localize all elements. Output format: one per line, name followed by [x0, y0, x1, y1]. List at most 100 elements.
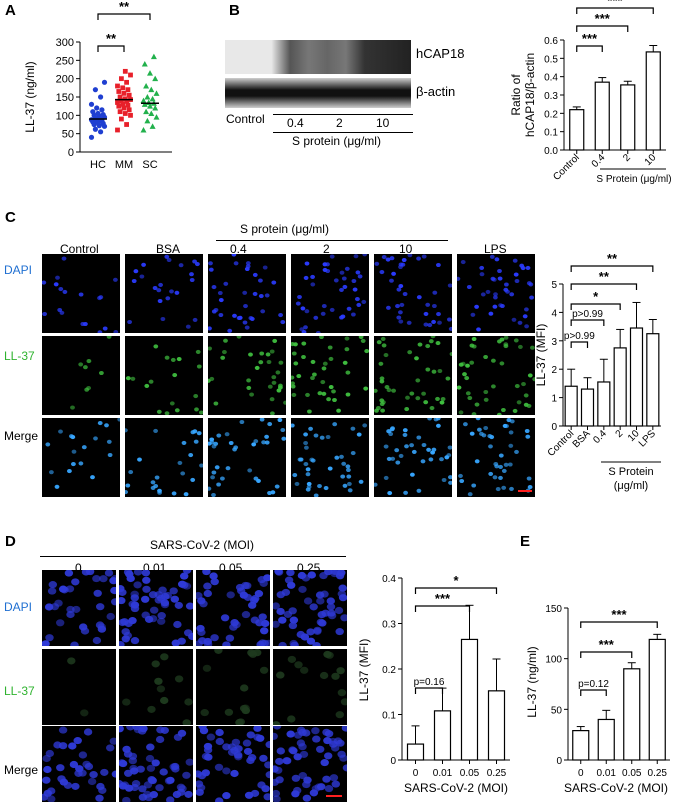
panel-d-column-label: 0 [75, 561, 82, 575]
y-tick-label: 0.0 [544, 146, 558, 157]
panel-letter-e: E [520, 533, 531, 550]
y-tick-label: 0.4 [382, 574, 396, 585]
data-point [115, 100, 120, 105]
data-point [119, 116, 124, 122]
panel-e-bar-chart: 0 50 100 150 0 0.01 0.05 0.25 LL-37 (ng/ml) SARS-… [525, 604, 670, 795]
y-tick-label: 0 [556, 756, 562, 767]
data-point [100, 112, 106, 118]
y-tick-label: 2 [551, 365, 557, 376]
micrograph-c [374, 254, 452, 333]
data-point [144, 117, 151, 124]
panel-c-column-label: 0.4 [230, 242, 247, 256]
y-tick-label: 0.2 [382, 665, 396, 676]
y-tick-label: 100 [56, 110, 74, 122]
x-tick-label: 0 [413, 768, 419, 779]
bar [433, 710, 452, 761]
sig-2-bracket [576, 25, 629, 32]
x-tick-label: 10 [643, 152, 659, 168]
sig-2-label: *** [595, 11, 611, 26]
y-tick-label: 4 [551, 308, 557, 319]
sig-0-05-label: *** [435, 591, 451, 606]
micrograph-c [374, 336, 452, 415]
data-point [88, 101, 95, 107]
x-tick-label: 0.05 [460, 768, 480, 779]
panel-c-column-label: BSA [156, 242, 181, 256]
panel-c-column-label: Control [60, 242, 99, 256]
data-point [117, 94, 123, 100]
data-point [128, 72, 133, 78]
panel-d-row-label: LL-37 [4, 684, 35, 698]
sig-bsa-bracket [570, 341, 589, 348]
data-point [121, 105, 127, 111]
x-tick-label: 0.01 [433, 768, 453, 779]
x-tick-label: 0.4 [591, 428, 609, 446]
data-point [119, 98, 124, 104]
y-tick-label: 3 [551, 337, 557, 348]
sig-hc-sc-label: ** [119, 0, 130, 14]
bar [623, 668, 641, 761]
western-blot [225, 40, 411, 110]
sig-0-01-bracket [414, 687, 444, 694]
data-point [115, 127, 120, 133]
data-point [153, 114, 160, 120]
data-point [152, 105, 159, 111]
sig-0-01-label: p=0.12 [578, 679, 609, 690]
sig-0-25-bracket [414, 587, 498, 594]
y-axis-label: LL-37 (MFI) [357, 639, 371, 702]
data-point [120, 85, 126, 91]
panel-c-header: S protein (μg/ml) [240, 222, 329, 236]
sig-0-05-bracket [580, 651, 633, 658]
micrograph-d [196, 649, 270, 725]
data-point [101, 79, 108, 85]
sig-0-4-bracket [570, 319, 605, 326]
data-point [140, 97, 147, 104]
x-tick-label: LPS [637, 428, 658, 449]
micrograph-d [119, 726, 193, 802]
micrograph-d [273, 726, 347, 802]
data-point [117, 109, 123, 115]
micrograph-c [42, 254, 120, 333]
data-point [94, 105, 100, 111]
sig-10-bracket [570, 283, 638, 290]
micrograph-d [119, 649, 193, 725]
bar [460, 638, 479, 761]
data-point [150, 53, 157, 60]
micrograph-c [125, 254, 203, 333]
data-point [119, 76, 124, 82]
data-point [126, 92, 132, 98]
x-tick-label: 0.4 [590, 152, 608, 170]
x-tick-label: 0 [578, 768, 584, 779]
micrograph-c [374, 418, 452, 497]
y-tick-label: 50 [62, 129, 74, 141]
data-point [116, 103, 122, 109]
data-point [90, 109, 96, 115]
micrograph-d [119, 570, 193, 646]
data-point [124, 99, 129, 104]
micrograph-c [457, 418, 535, 497]
micrograph-c [291, 418, 369, 497]
bar [629, 327, 644, 427]
bar [594, 81, 610, 151]
data-point [92, 87, 98, 93]
x-axis-label-line2: (μg/ml) [614, 480, 648, 492]
x-tick-label: 0.25 [648, 768, 668, 779]
sig-0-4-label: p>0.99 [572, 309, 603, 320]
micrograph-c [42, 418, 120, 497]
x-tick-label: 2 [614, 428, 626, 440]
y-tick-label: 0.3 [544, 91, 558, 102]
micrograph-c [208, 336, 286, 415]
panel-c-column-label: 10 [399, 242, 413, 256]
bar [597, 381, 611, 427]
blot-lane-control: Control [226, 112, 265, 126]
data-point [143, 108, 150, 115]
beta-actin-band-strip [225, 78, 411, 108]
data-point [115, 83, 120, 89]
panel-a-scatter-chart: 0 50 100 150 200 250 300 LL-37 (ng/ml) HC MM SC ** *… [23, 0, 172, 171]
panel-c-row-label: Merge [4, 429, 39, 443]
micrograph-d [273, 649, 347, 725]
panel-c-column-label: LPS [484, 242, 507, 256]
bar [613, 347, 627, 427]
y-tick-label: 0.1 [544, 128, 558, 139]
y-tick-label: 150 [545, 604, 562, 615]
